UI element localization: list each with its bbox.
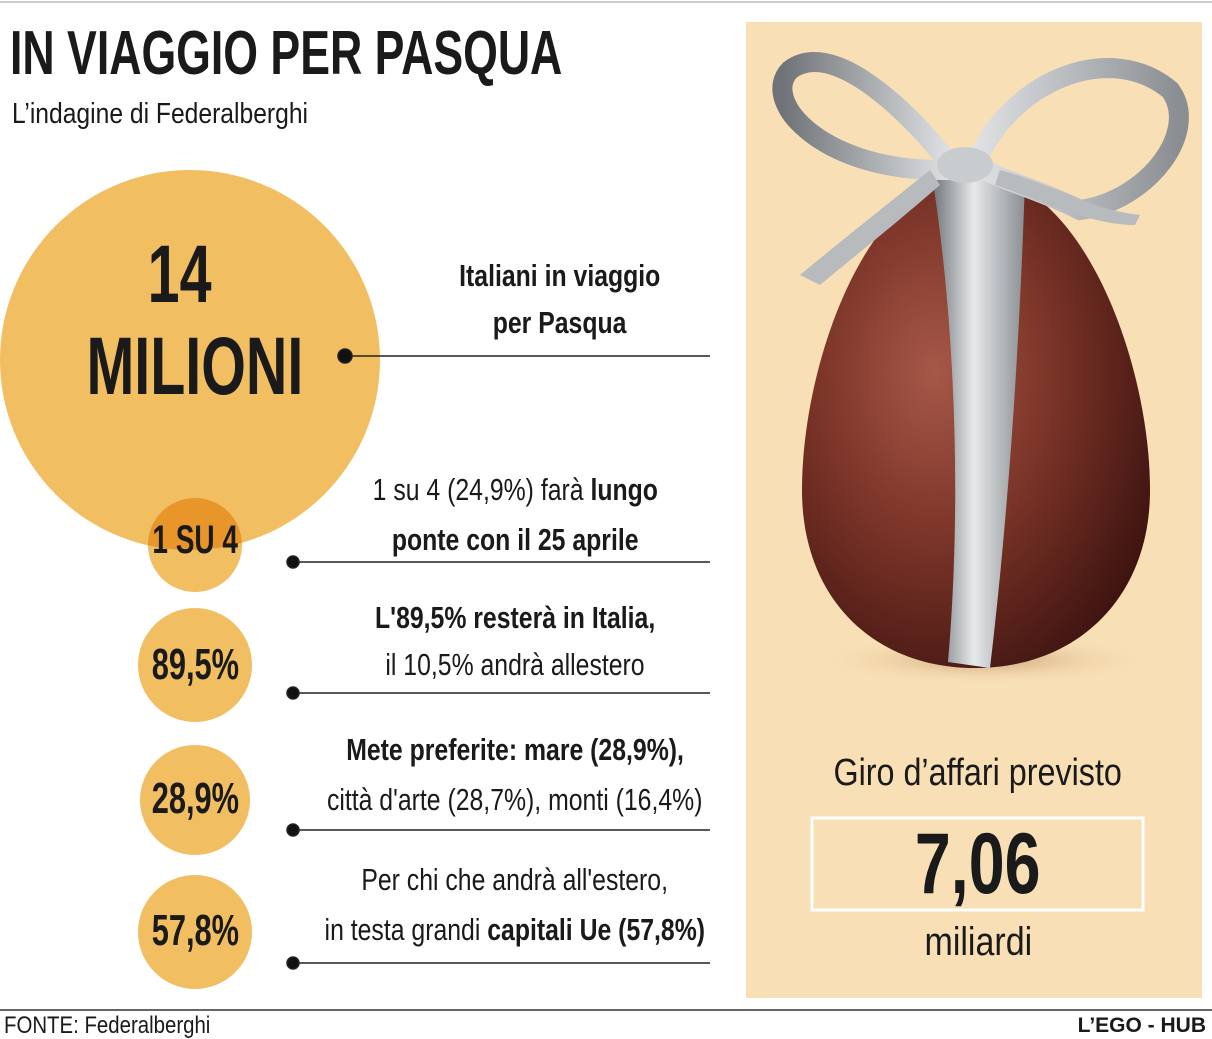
badge: 57,8% bbox=[151, 906, 239, 955]
text-part: lungo bbox=[590, 472, 658, 507]
revenue-label: Giro d’affari previsto bbox=[833, 752, 1123, 794]
text-part: 1 su 4 (24,9%) farà bbox=[372, 472, 591, 507]
revenue-unit: miliardi bbox=[924, 920, 1032, 964]
leader-dot bbox=[286, 555, 300, 569]
badge: 28,9% bbox=[151, 774, 239, 823]
item-text: L'89,5% resterà in Italia, bbox=[374, 600, 656, 635]
badge-circle bbox=[138, 875, 252, 989]
bow-knot bbox=[937, 147, 993, 183]
subtitle: L’indagine di Federalberghi bbox=[12, 98, 309, 130]
main-unit: MILIONI bbox=[86, 321, 304, 412]
item-text: Mete preferite: mare (28,9%), bbox=[346, 732, 684, 767]
leader-dot bbox=[286, 823, 300, 837]
value-box bbox=[810, 816, 1145, 912]
badge-circle bbox=[138, 608, 252, 722]
leader-dot bbox=[286, 686, 300, 700]
leader-dot bbox=[337, 348, 353, 364]
item-text: il 10,5% andrà allestero bbox=[385, 647, 645, 682]
main-circle bbox=[0, 170, 380, 550]
leader-dot bbox=[286, 956, 300, 970]
bow-tails bbox=[800, 170, 1140, 285]
badge: 1 SU 4 bbox=[152, 518, 238, 562]
main-number: 14 bbox=[148, 229, 212, 320]
source: FONTE: Federalberghi bbox=[4, 1012, 211, 1039]
item-text: città d'arte (28,7%), monti (16,4%) bbox=[327, 782, 703, 817]
revenue-value: 7,06 bbox=[914, 816, 1041, 912]
text-part: in testa grandi bbox=[324, 912, 488, 947]
ribbon bbox=[932, 176, 1025, 668]
text-part: capitali Ue (57,8%) bbox=[487, 912, 706, 947]
badge: 89,5% bbox=[151, 640, 239, 689]
item-text: in testa grandi capitali Ue (57,8%) bbox=[325, 912, 705, 948]
main-label: Italiani in viaggio bbox=[459, 258, 661, 293]
badge-overlap bbox=[148, 498, 242, 550]
title: IN VIAGGIO PER PASQUA bbox=[10, 19, 563, 88]
item-text: Per chi che andrà all'estero, bbox=[361, 862, 669, 897]
item-text: 1 su 4 (24,9%) farà lungo bbox=[372, 472, 657, 508]
brand: L’EGO - HUB bbox=[1077, 1014, 1206, 1037]
main-label: per Pasqua bbox=[493, 305, 627, 340]
badge-circle bbox=[140, 745, 250, 855]
item-text: ponte con il 25 aprile bbox=[391, 522, 639, 557]
